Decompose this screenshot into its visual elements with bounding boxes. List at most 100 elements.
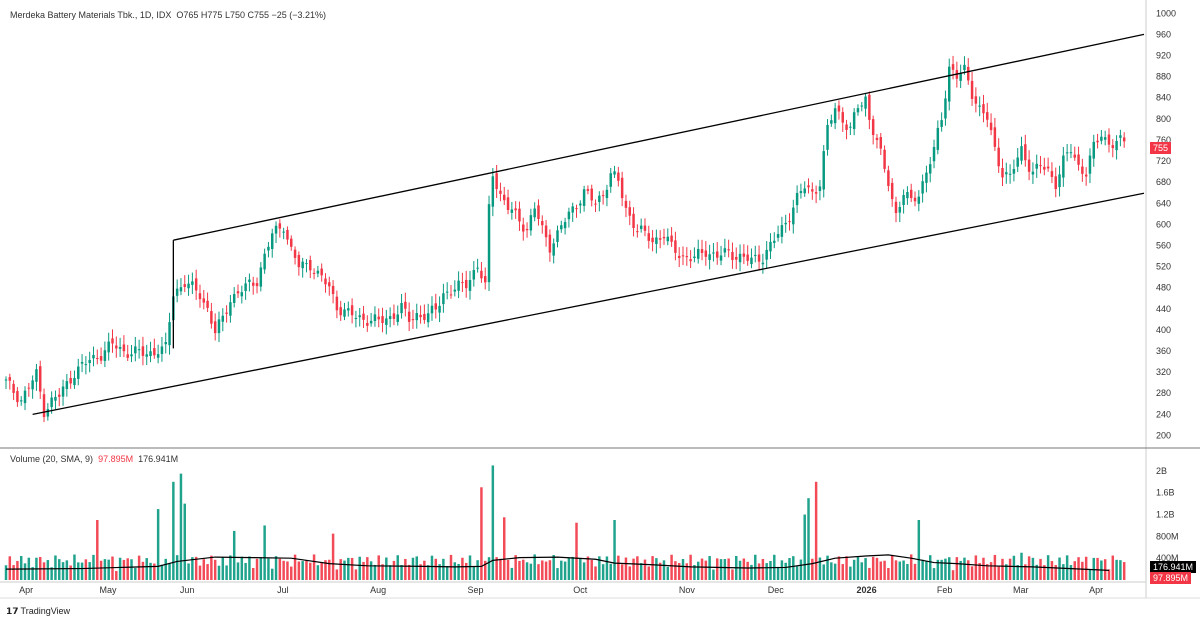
- volume-bar: [693, 565, 696, 580]
- candle-body: [491, 176, 495, 207]
- candle-body: [415, 313, 419, 321]
- candle-body: [141, 346, 145, 356]
- candle-body: [160, 346, 164, 354]
- candle-body: [799, 191, 803, 194]
- candle-body: [1005, 172, 1008, 175]
- candle-body: [822, 151, 825, 190]
- candle-body: [312, 272, 316, 274]
- candle-body: [788, 221, 791, 223]
- volume-bar: [267, 558, 270, 580]
- volume-bar: [16, 561, 19, 580]
- volume-bar: [712, 569, 715, 580]
- candle-body: [503, 194, 506, 201]
- time-tick-label: Jul: [277, 585, 289, 595]
- volume-bar: [31, 567, 34, 580]
- volume-bar: [115, 571, 118, 580]
- candle-body: [84, 364, 88, 366]
- candle-body: [274, 225, 278, 234]
- volume-bar: [685, 563, 689, 580]
- candle-body: [4, 379, 8, 381]
- candle-body: [537, 205, 540, 220]
- volume-bar: [723, 559, 727, 580]
- volume-bar: [1069, 565, 1073, 580]
- volume-bar: [830, 562, 833, 580]
- volume-bar: [837, 556, 841, 580]
- candle-body: [286, 229, 289, 240]
- candle-body: [1016, 157, 1019, 167]
- volume-bar: [385, 557, 388, 580]
- volume-bar: [229, 555, 232, 580]
- volume-bar: [845, 556, 848, 580]
- candle-body: [932, 147, 936, 162]
- volume-bar: [632, 558, 635, 580]
- volume-bar: [643, 559, 647, 580]
- price-tick-label: 440: [1156, 304, 1171, 314]
- tradingview-icon: 𝟭𝟳: [6, 606, 19, 616]
- candle-body: [643, 225, 647, 231]
- volume-bar: [807, 498, 810, 580]
- candle-body: [244, 283, 247, 291]
- candle-body: [487, 204, 491, 283]
- volume-bar: [506, 559, 510, 580]
- candle-body: [27, 387, 31, 389]
- candle-body: [1046, 166, 1050, 169]
- candle-body: [948, 66, 951, 102]
- candle-body: [366, 322, 369, 326]
- candle-body: [871, 119, 875, 136]
- candle-body: [388, 316, 392, 319]
- candle-body: [780, 225, 784, 237]
- candle-body: [278, 223, 282, 229]
- candle-body: [860, 105, 863, 107]
- volume-bar: [727, 558, 730, 580]
- tradingview-logo[interactable]: 𝟭𝟳 TradingView: [6, 606, 70, 617]
- volume-bar: [852, 559, 856, 580]
- candle-body: [868, 94, 871, 120]
- volume-bar: [461, 557, 464, 580]
- candle-body: [111, 338, 114, 344]
- candle-body: [316, 270, 320, 274]
- volume-bar: [590, 559, 593, 580]
- volume-bar: [42, 562, 46, 580]
- volume-bar: [23, 563, 27, 580]
- candle-body: [959, 73, 962, 81]
- candle-body: [358, 315, 361, 318]
- price-tick-label: 320: [1156, 367, 1171, 377]
- volume-bar: [130, 559, 133, 580]
- volume-bar: [700, 558, 704, 580]
- candle-body: [1050, 171, 1054, 177]
- candle-body: [1111, 145, 1115, 149]
- candle-body: [320, 268, 323, 276]
- volume-bar: [529, 563, 533, 580]
- volume-sma-value: 176.941M: [138, 454, 179, 464]
- volume-bar: [594, 566, 597, 580]
- candle-body: [1020, 146, 1023, 161]
- candle-body: [442, 293, 445, 305]
- price-tick-label: 520: [1156, 262, 1171, 272]
- candle-body: [194, 278, 198, 291]
- candle-body: [301, 261, 304, 269]
- volume-bar: [620, 564, 624, 580]
- candle-body: [830, 120, 833, 124]
- candle-body: [951, 64, 955, 70]
- volume-bar: [871, 556, 875, 580]
- volume-sma-axis-label: 176.941M: [1150, 561, 1197, 573]
- time-tick-label: Jun: [180, 585, 195, 595]
- candle-body: [856, 108, 860, 113]
- candle-body: [852, 112, 856, 130]
- candle-body: [906, 192, 909, 199]
- candle-body: [149, 351, 152, 357]
- candle-body: [746, 254, 749, 261]
- volume-bar: [221, 557, 225, 580]
- candle-body: [575, 208, 578, 210]
- candle-body: [723, 248, 727, 253]
- candle-body: [430, 305, 434, 314]
- candle-body: [967, 66, 970, 81]
- candle-body: [556, 230, 559, 242]
- volume-bar: [1039, 558, 1042, 580]
- volume-bar: [240, 556, 244, 580]
- candle-body: [373, 314, 377, 322]
- volume-bar: [366, 557, 369, 580]
- volume-bar: [46, 560, 50, 580]
- candle-body: [609, 173, 612, 187]
- candle-body: [38, 366, 42, 392]
